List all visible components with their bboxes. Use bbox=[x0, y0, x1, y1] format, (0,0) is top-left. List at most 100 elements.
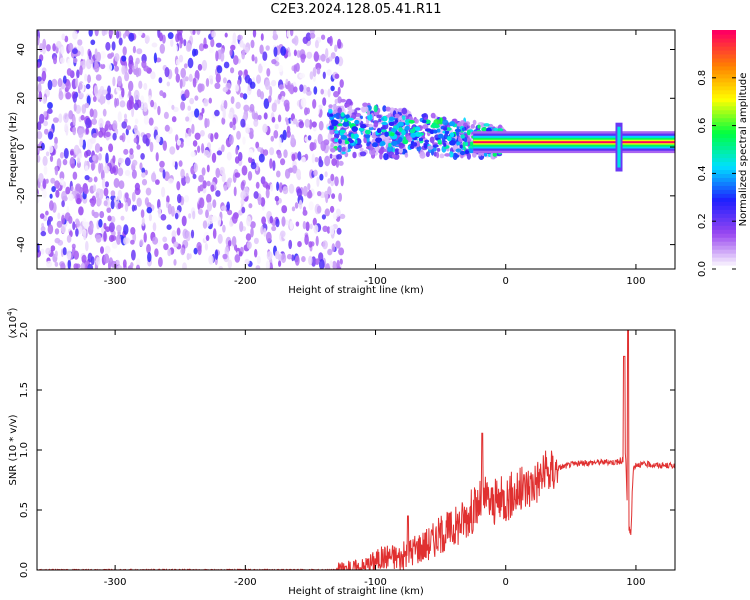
noise-mark bbox=[173, 259, 177, 266]
noise-mark bbox=[94, 62, 100, 73]
noise-mark bbox=[244, 46, 250, 54]
signal-mark bbox=[470, 124, 475, 129]
noise-mark bbox=[63, 112, 69, 124]
signal-mark bbox=[334, 130, 340, 134]
signal-core-mark bbox=[446, 136, 452, 142]
noise-mark bbox=[112, 166, 116, 173]
noise-mark bbox=[72, 221, 76, 231]
signal-core-mark bbox=[449, 140, 456, 146]
noise-mark bbox=[180, 247, 185, 256]
signal-mark bbox=[352, 151, 357, 159]
noise-mark bbox=[54, 228, 60, 235]
noise-mark bbox=[114, 53, 120, 62]
noise-mark bbox=[107, 215, 112, 222]
noise-mark bbox=[266, 251, 273, 261]
noise-mark bbox=[202, 180, 207, 189]
noise-mark bbox=[95, 256, 101, 266]
noise-mark bbox=[73, 144, 80, 156]
noise-mark bbox=[101, 30, 106, 37]
noise-mark bbox=[260, 225, 264, 235]
signal-mark bbox=[490, 152, 494, 160]
noise-mark bbox=[42, 178, 47, 189]
noise-mark bbox=[258, 63, 263, 74]
signal-mark bbox=[472, 151, 477, 158]
noise-mark bbox=[227, 240, 232, 247]
noise-mark bbox=[117, 167, 124, 177]
signal-mark bbox=[415, 140, 421, 148]
noise-mark bbox=[206, 193, 212, 204]
noise-mark bbox=[312, 67, 317, 77]
noise-mark bbox=[208, 97, 212, 104]
noise-mark bbox=[59, 171, 65, 181]
noise-mark bbox=[93, 85, 99, 96]
noise-mark bbox=[235, 146, 239, 155]
noise-mark bbox=[296, 168, 301, 180]
signal-core-mark bbox=[329, 125, 334, 130]
noise-mark bbox=[162, 169, 166, 179]
signal-core-mark bbox=[329, 113, 334, 117]
signal-core-mark bbox=[388, 116, 395, 122]
noise-mark bbox=[313, 169, 318, 177]
noise-mark bbox=[322, 71, 326, 80]
noise-mark bbox=[65, 92, 72, 100]
noise-mark bbox=[99, 211, 105, 219]
noise-mark bbox=[337, 38, 342, 49]
noise-mark bbox=[107, 63, 113, 72]
signal-core-mark bbox=[409, 145, 415, 150]
colorbar-swatch bbox=[712, 41, 736, 47]
noise-mark bbox=[47, 79, 53, 91]
noise-mark bbox=[162, 236, 168, 243]
signal-core-mark bbox=[421, 119, 427, 124]
signal-core-mark bbox=[443, 142, 447, 147]
noise-mark bbox=[266, 68, 271, 77]
noise-mark bbox=[61, 33, 66, 41]
noise-mark bbox=[293, 86, 298, 93]
signal-mark bbox=[359, 115, 363, 120]
signal-mark bbox=[373, 104, 378, 113]
noise-mark bbox=[114, 97, 118, 108]
signal-mark bbox=[366, 110, 370, 116]
noise-mark bbox=[117, 250, 121, 259]
noise-mark bbox=[146, 202, 152, 209]
colorbar-swatch bbox=[712, 253, 736, 258]
noise-mark bbox=[37, 243, 40, 253]
signal-mark bbox=[364, 106, 369, 113]
x-tick-label: -300 bbox=[104, 577, 127, 588]
noise-mark bbox=[306, 51, 313, 59]
noise-mark bbox=[194, 95, 199, 101]
noise-mark bbox=[309, 223, 313, 230]
noise-mark bbox=[319, 173, 324, 181]
noise-mark bbox=[230, 67, 235, 74]
noise-mark bbox=[166, 224, 172, 230]
noise-mark bbox=[119, 100, 126, 108]
signal-mark bbox=[383, 153, 389, 161]
noise-mark bbox=[231, 213, 238, 224]
noise-mark bbox=[290, 134, 295, 144]
noise-mark bbox=[54, 180, 60, 189]
signal-mark bbox=[414, 118, 419, 124]
noise-mark bbox=[173, 241, 179, 248]
noise-mark bbox=[56, 220, 63, 228]
noise-mark bbox=[150, 99, 155, 108]
noise-mark bbox=[210, 244, 216, 254]
noise-mark bbox=[136, 264, 140, 269]
noise-mark bbox=[205, 235, 210, 241]
noise-mark bbox=[234, 84, 239, 92]
noise-mark bbox=[211, 30, 216, 38]
noise-mark bbox=[123, 224, 129, 235]
colorbar-swatch bbox=[712, 173, 736, 178]
noise-mark bbox=[246, 215, 252, 227]
noise-mark bbox=[47, 224, 54, 235]
noise-mark bbox=[95, 234, 102, 243]
signal-core-mark bbox=[358, 127, 365, 132]
noise-mark bbox=[203, 149, 210, 157]
noise-mark bbox=[211, 215, 218, 223]
noise-mark bbox=[129, 152, 135, 160]
signal-mark bbox=[367, 113, 373, 121]
noise-mark bbox=[70, 150, 74, 156]
noise-mark bbox=[227, 259, 233, 269]
signal-core-mark bbox=[433, 129, 438, 134]
noise-mark bbox=[72, 48, 78, 55]
noise-mark bbox=[66, 68, 72, 76]
noise-mark bbox=[221, 205, 227, 211]
